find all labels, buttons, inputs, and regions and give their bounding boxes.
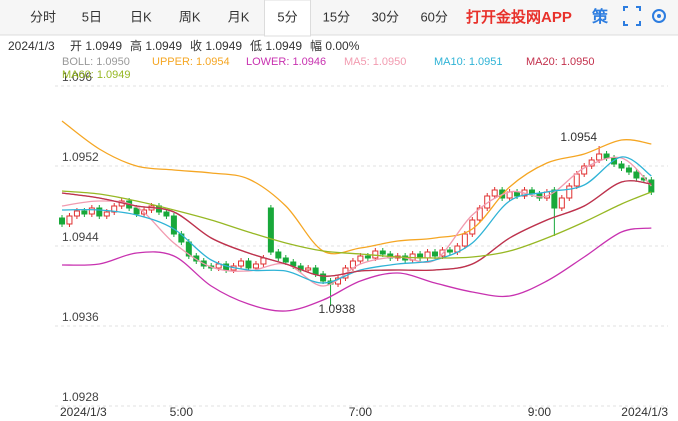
y-tick-label: 1.0952	[62, 150, 99, 164]
y-tick-label: 1.0944	[62, 230, 99, 244]
x-tick-label: 5:00	[170, 405, 194, 419]
app-link[interactable]: 打开金投网APP	[466, 8, 572, 26]
y-tick-label: 1.096	[62, 70, 92, 84]
candle-body	[170, 215, 177, 235]
indicator-line	[61, 156, 652, 284]
candle-body	[379, 250, 386, 255]
legend-entry: MA5: 1.0950	[344, 56, 406, 68]
candle-body	[603, 153, 610, 159]
info-item: 高 1.0949	[130, 38, 182, 53]
candle-body	[424, 251, 431, 259]
candle-body	[432, 251, 438, 257]
strategy-button[interactable]: 策	[591, 7, 609, 26]
indicator-line	[61, 190, 652, 259]
tab[interactable]: 30分	[372, 9, 399, 24]
candle-body	[238, 260, 245, 267]
candle-body	[461, 233, 468, 247]
candle-body	[59, 217, 65, 225]
candle-body	[133, 207, 140, 215]
y-tick-label: 1.0936	[62, 310, 99, 324]
x-tick-label: 9:00	[528, 405, 552, 419]
gear-ring	[652, 9, 666, 23]
indicator-line	[61, 180, 652, 277]
candle-body	[66, 215, 73, 225]
legend-entry: UPPER: 1.0954	[152, 56, 230, 68]
candle-body	[252, 263, 259, 269]
candle-body	[305, 267, 312, 271]
indicator-line	[61, 180, 652, 277]
fullscreen-icon[interactable]	[623, 6, 641, 26]
candle-body	[96, 207, 103, 217]
x-tick-label: 2024/1/3	[60, 405, 107, 419]
active-tab	[264, 0, 311, 37]
candle-body	[446, 249, 453, 253]
candle-body	[312, 267, 319, 275]
legend-entry: MA10: 1.0951	[434, 56, 503, 68]
tab[interactable]: 分时	[30, 9, 56, 24]
candle-body	[73, 210, 80, 217]
tab-bar	[0, 0, 678, 35]
candle-body	[633, 171, 640, 179]
candle-body	[103, 211, 110, 217]
candle-body	[275, 251, 282, 259]
candle-body	[573, 173, 580, 187]
candle-body	[267, 207, 274, 253]
tab[interactable]: 60分	[420, 9, 447, 24]
settings-icon[interactable]	[652, 9, 666, 23]
legend-entry: BOLL: 1.0950	[62, 56, 130, 68]
candle-body	[551, 189, 558, 209]
legend-entry: MA20: 1.0950	[526, 56, 595, 68]
legend-entry: MA60: 1.0949	[62, 69, 131, 81]
indicator-line	[61, 120, 652, 255]
candle-body	[282, 257, 289, 263]
candle-body	[357, 255, 364, 262]
candle-body	[111, 205, 118, 213]
tab[interactable]: 日K	[130, 9, 152, 24]
indicator-line	[61, 227, 652, 312]
tab[interactable]: 月K	[228, 9, 250, 24]
candle-body	[618, 163, 625, 169]
info-item: 低 1.0949	[250, 39, 302, 53]
candle-body	[163, 211, 170, 217]
tab[interactable]: 5分	[277, 9, 297, 24]
indicator-line	[61, 156, 652, 287]
y-tick-label: 1.0928	[62, 390, 99, 404]
candle-body	[491, 189, 498, 197]
min-label: 1.0938	[319, 302, 356, 316]
x-tick-label: 2024/1/3	[621, 405, 668, 419]
candle-body	[596, 153, 603, 161]
max-label: 1.0954	[560, 130, 597, 144]
tab[interactable]: 周K	[179, 9, 201, 24]
tab[interactable]: 5日	[82, 9, 102, 24]
candle-body	[88, 207, 95, 215]
candle-body	[81, 210, 88, 215]
info-item: 2024/1/3	[8, 39, 55, 53]
candle-body	[558, 197, 565, 209]
info-item: 收 1.0949	[190, 39, 242, 53]
candle-body	[245, 260, 252, 269]
candle-body	[566, 185, 573, 199]
info-item: 开 1.0949	[70, 39, 122, 53]
candle-body	[260, 257, 267, 265]
gear-center	[657, 14, 661, 18]
candle-body	[625, 167, 632, 173]
tab[interactable]: 15分	[323, 9, 350, 24]
info-item: 幅 0.00%	[310, 38, 360, 53]
candle-body	[320, 273, 327, 282]
legend-entry: LOWER: 1.0946	[246, 56, 326, 68]
x-tick-label: 7:00	[349, 405, 373, 419]
candle-body	[364, 255, 371, 259]
